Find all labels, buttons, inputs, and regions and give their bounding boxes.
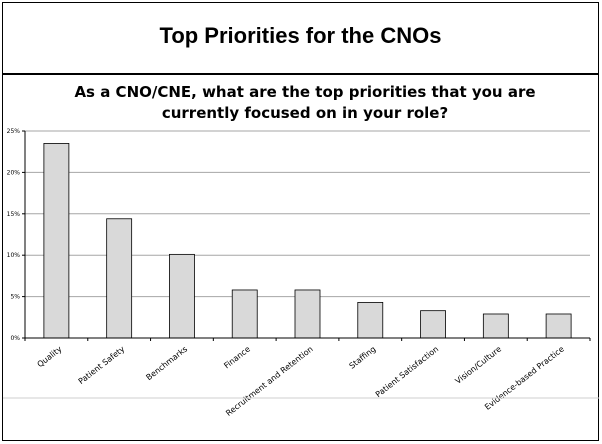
x-axis-ticks bbox=[24, 338, 591, 341]
y-tick-label: 15% bbox=[7, 211, 21, 218]
category-label: Benchmarks bbox=[144, 344, 189, 382]
chart-title-line-1: As a CNO/CNE, what are the top prioritie… bbox=[74, 83, 536, 101]
chart-title: As a CNO/CNE, what are the top prioritie… bbox=[60, 82, 550, 124]
bar bbox=[231, 289, 258, 339]
bar bbox=[106, 218, 133, 339]
category-label: Quality bbox=[36, 344, 64, 369]
category-label: Patient Safety bbox=[77, 344, 127, 386]
y-axis-ticks: 0% 5% 10% 15% 20% 25% bbox=[7, 128, 25, 342]
category-labels: Quality Patient Safety Benchmarks FinanceRe… bbox=[36, 344, 566, 418]
slide-header: Top Priorities for the CNOs bbox=[3, 3, 598, 75]
bar bbox=[357, 301, 384, 339]
bars bbox=[43, 143, 572, 339]
category-label: Vision/Culture bbox=[454, 344, 503, 385]
bar bbox=[420, 310, 446, 339]
category-label: Staffing bbox=[348, 344, 378, 370]
chart-title-line-2: currently focused on in your role? bbox=[161, 104, 449, 122]
y-tick-label: 10% bbox=[7, 252, 21, 259]
bar bbox=[294, 289, 321, 339]
bar bbox=[482, 313, 509, 339]
bar bbox=[545, 313, 572, 339]
bar bbox=[43, 143, 70, 339]
y-tick-label: 20% bbox=[7, 169, 21, 176]
category-label: Finance bbox=[222, 344, 252, 370]
y-tick-label: 0% bbox=[10, 335, 20, 342]
y-tick-label: 5% bbox=[10, 294, 20, 301]
y-tick-label: 25% bbox=[7, 128, 21, 135]
category-label: Patient Satisfaction bbox=[374, 344, 441, 399]
bar bbox=[169, 253, 195, 339]
slide-title: Top Priorities for the CNOs bbox=[159, 23, 442, 48]
